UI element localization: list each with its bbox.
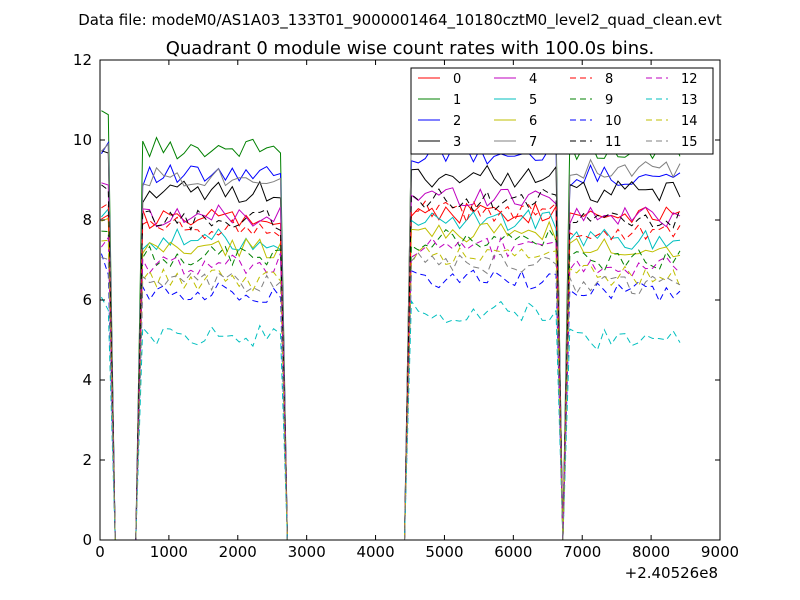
- ticks-layer: 0 1000 2000 3000 4000 5000 6000 7000 8000 9000 0 2 4…: [73, 51, 739, 561]
- x-tick-label: 9000: [701, 543, 739, 561]
- x-tick-label: 1000: [150, 543, 188, 561]
- series-line-2: [100, 140, 681, 541]
- x-tick-label: 2000: [219, 543, 257, 561]
- series-line-15: [101, 252, 681, 541]
- legend-label: 14: [681, 114, 698, 129]
- x-tick-label: 6000: [494, 543, 532, 561]
- series-line-1: [101, 110, 681, 541]
- x-offset-label: +2.40526e8: [625, 564, 718, 582]
- series-line-13: [100, 296, 681, 541]
- legend-label: 15: [681, 135, 698, 150]
- y-tick-label: 6: [82, 291, 92, 309]
- legend-label: 3: [453, 135, 461, 150]
- legend-label: 9: [605, 93, 613, 108]
- legend-label: 5: [529, 93, 537, 108]
- series-layer: [100, 110, 681, 541]
- series-line-6: [101, 217, 681, 541]
- y-tick-label: 10: [73, 131, 92, 149]
- series-line-11: [101, 184, 681, 541]
- data-file-suptitle: Data file: modeM0/AS1A03_133T01_90000014…: [78, 11, 722, 30]
- legend-label: 1: [453, 93, 461, 108]
- legend-label: 12: [681, 72, 698, 87]
- legend-label: 13: [681, 93, 698, 108]
- legend-label: 7: [529, 135, 537, 150]
- series-line-12: [100, 236, 681, 541]
- x-tick-label: 5000: [425, 543, 463, 561]
- y-tick-label: 8: [82, 211, 92, 229]
- legend-label: 0: [453, 72, 461, 87]
- legend-label: 4: [529, 72, 537, 87]
- series-line-5: [101, 207, 681, 541]
- legend-label: 8: [605, 72, 613, 87]
- legend-label: 6: [529, 114, 537, 129]
- legend-box: [410, 67, 714, 155]
- series-line-9: [101, 228, 681, 541]
- x-tick-label: 0: [95, 543, 105, 561]
- y-tick-label: 12: [73, 51, 92, 69]
- legend-label: 2: [453, 114, 461, 129]
- chart-title: Quadrant 0 module wise count rates with …: [166, 38, 655, 59]
- series-line-14: [101, 239, 681, 541]
- series-line-3: [101, 150, 681, 541]
- legend-label: 10: [605, 114, 622, 129]
- x-tick-label: 8000: [632, 543, 670, 561]
- series-line-4: [101, 182, 681, 541]
- y-tick-label: 0: [82, 531, 92, 549]
- x-tick-label: 3000: [288, 543, 326, 561]
- y-tick-label: 2: [82, 451, 92, 469]
- legend-label: 11: [605, 135, 622, 150]
- series-line-10: [100, 253, 681, 541]
- x-tick-label: 7000: [563, 543, 601, 561]
- x-tick-label: 4000: [356, 543, 394, 561]
- y-tick-label: 4: [82, 371, 92, 389]
